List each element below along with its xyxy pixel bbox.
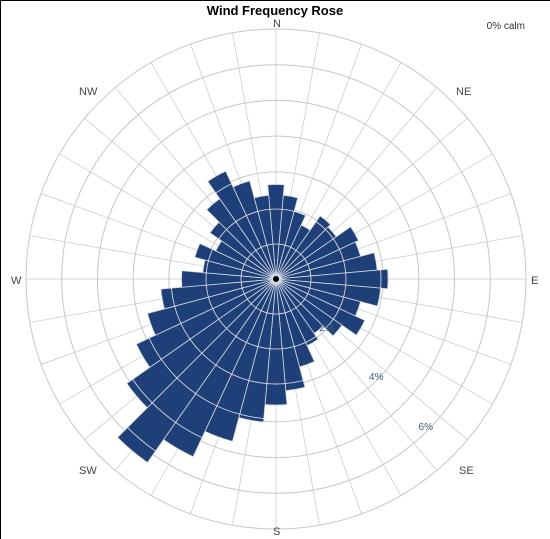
direction-label: NE xyxy=(456,86,471,98)
direction-label: S xyxy=(273,526,280,538)
ring-tick-label: 2% xyxy=(320,323,334,334)
ring-tick-label: 4% xyxy=(369,372,383,383)
wind-rose-svg xyxy=(1,1,550,539)
direction-label: SE xyxy=(459,465,474,477)
direction-label: N xyxy=(273,18,281,30)
direction-label: E xyxy=(531,275,538,287)
direction-label: NW xyxy=(79,86,97,98)
ring-tick-label: 6% xyxy=(419,422,433,433)
direction-label: SW xyxy=(79,465,97,477)
calm-label: 0% calm xyxy=(487,21,525,32)
wind-rose-frame: { "chart": { "type": "windrose", "title"… xyxy=(0,0,550,539)
chart-title: Wind Frequency Rose xyxy=(1,3,549,18)
direction-label: W xyxy=(11,275,21,287)
